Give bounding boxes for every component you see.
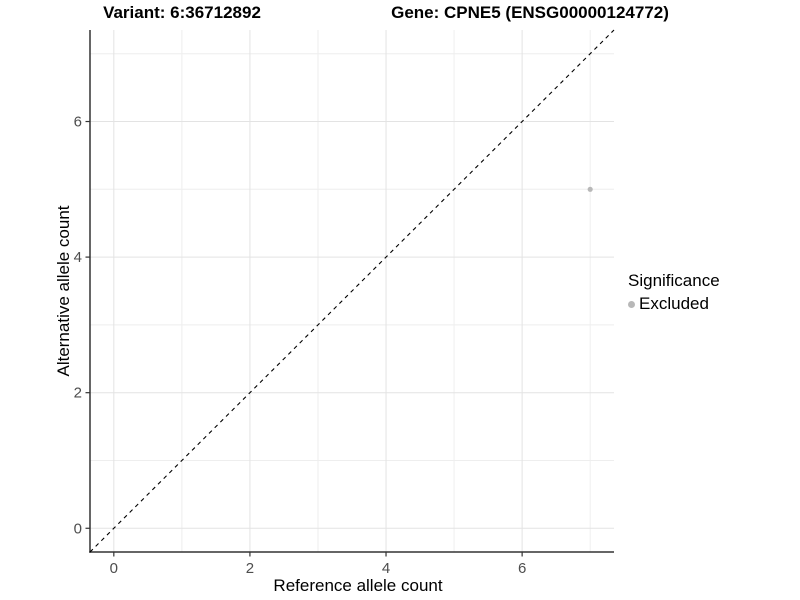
- legend-point-icon: [628, 300, 635, 308]
- x-tick-label: 4: [382, 560, 390, 577]
- y-tick-label: 2: [74, 385, 82, 402]
- variant-title: Variant: 6:36712892: [103, 3, 261, 22]
- legend-item-excluded: Excluded: [628, 294, 720, 314]
- gene-title: Gene: CPNE5 (ENSG00000124772): [391, 3, 669, 22]
- x-tick-label: 0: [110, 560, 118, 577]
- legend: Significance Excluded: [628, 271, 720, 314]
- x-axis-title: Reference allele count: [273, 576, 443, 595]
- data-point: [587, 186, 593, 192]
- y-tick-label: 6: [74, 114, 82, 131]
- x-tick-label: 6: [518, 560, 526, 577]
- identity-line: [89, 29, 615, 553]
- legend-title: Significance: [628, 271, 720, 290]
- legend-item-label: Excluded: [639, 294, 709, 313]
- y-tick-label: 0: [74, 520, 82, 537]
- y-tick-label: 4: [74, 249, 82, 266]
- y-axis-title: Alternative allele count: [54, 205, 73, 377]
- x-tick-label: 2: [246, 560, 254, 577]
